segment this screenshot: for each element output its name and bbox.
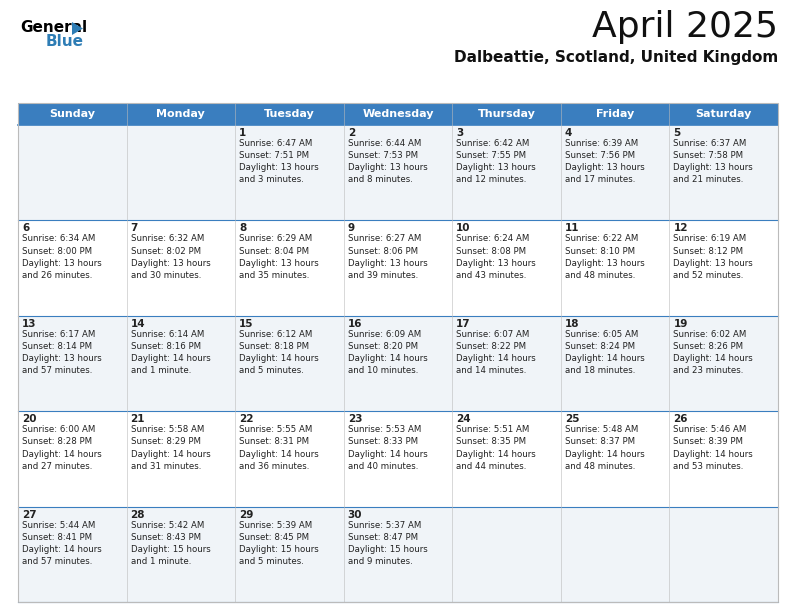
Text: 15: 15 [239, 319, 253, 329]
Text: Sunrise: 5:39 AM
Sunset: 8:45 PM
Daylight: 15 hours
and 5 minutes.: Sunrise: 5:39 AM Sunset: 8:45 PM Dayligh… [239, 521, 319, 566]
Bar [18, 220, 778, 316]
Text: 3: 3 [456, 128, 463, 138]
Text: Sunrise: 5:55 AM
Sunset: 8:31 PM
Daylight: 14 hours
and 36 minutes.: Sunrise: 5:55 AM Sunset: 8:31 PM Dayligh… [239, 425, 319, 471]
Text: Sunrise: 6:12 AM
Sunset: 8:18 PM
Daylight: 14 hours
and 5 minutes.: Sunrise: 6:12 AM Sunset: 8:18 PM Dayligh… [239, 330, 319, 375]
Text: 20: 20 [22, 414, 36, 424]
Text: Sunrise: 6:39 AM
Sunset: 7:56 PM
Daylight: 13 hours
and 17 minutes.: Sunrise: 6:39 AM Sunset: 7:56 PM Dayligh… [565, 139, 645, 184]
Bar [452, 103, 561, 125]
Text: Sunrise: 6:22 AM
Sunset: 8:10 PM
Daylight: 13 hours
and 48 minutes.: Sunrise: 6:22 AM Sunset: 8:10 PM Dayligh… [565, 234, 645, 280]
Bar [561, 103, 669, 125]
Text: 7: 7 [131, 223, 138, 233]
Text: 13: 13 [22, 319, 36, 329]
Text: 26: 26 [673, 414, 688, 424]
Bar [18, 411, 778, 507]
Text: 5: 5 [673, 128, 680, 138]
Text: Sunrise: 6:24 AM
Sunset: 8:08 PM
Daylight: 13 hours
and 43 minutes.: Sunrise: 6:24 AM Sunset: 8:08 PM Dayligh… [456, 234, 536, 280]
Bar [18, 125, 778, 220]
Text: Sunrise: 6:05 AM
Sunset: 8:24 PM
Daylight: 14 hours
and 18 minutes.: Sunrise: 6:05 AM Sunset: 8:24 PM Dayligh… [565, 330, 645, 375]
Text: Sunrise: 6:27 AM
Sunset: 8:06 PM
Daylight: 13 hours
and 39 minutes.: Sunrise: 6:27 AM Sunset: 8:06 PM Dayligh… [348, 234, 428, 280]
Text: 21: 21 [131, 414, 145, 424]
Text: Sunrise: 6:42 AM
Sunset: 7:55 PM
Daylight: 13 hours
and 12 minutes.: Sunrise: 6:42 AM Sunset: 7:55 PM Dayligh… [456, 139, 536, 184]
Text: Wednesday: Wednesday [362, 109, 434, 119]
Text: 10: 10 [456, 223, 470, 233]
Text: Sunrise: 6:09 AM
Sunset: 8:20 PM
Daylight: 14 hours
and 10 minutes.: Sunrise: 6:09 AM Sunset: 8:20 PM Dayligh… [348, 330, 428, 375]
Text: 11: 11 [565, 223, 580, 233]
Polygon shape [72, 22, 83, 35]
Text: Sunrise: 6:44 AM
Sunset: 7:53 PM
Daylight: 13 hours
and 8 minutes.: Sunrise: 6:44 AM Sunset: 7:53 PM Dayligh… [348, 139, 428, 184]
Text: Sunrise: 5:46 AM
Sunset: 8:39 PM
Daylight: 14 hours
and 53 minutes.: Sunrise: 5:46 AM Sunset: 8:39 PM Dayligh… [673, 425, 753, 471]
Text: Sunrise: 5:48 AM
Sunset: 8:37 PM
Daylight: 14 hours
and 48 minutes.: Sunrise: 5:48 AM Sunset: 8:37 PM Dayligh… [565, 425, 645, 471]
Text: 29: 29 [239, 510, 253, 520]
Text: 16: 16 [348, 319, 362, 329]
Text: Sunrise: 6:19 AM
Sunset: 8:12 PM
Daylight: 13 hours
and 52 minutes.: Sunrise: 6:19 AM Sunset: 8:12 PM Dayligh… [673, 234, 753, 280]
Text: 8: 8 [239, 223, 246, 233]
Text: 12: 12 [673, 223, 688, 233]
Text: Sunrise: 6:34 AM
Sunset: 8:00 PM
Daylight: 13 hours
and 26 minutes.: Sunrise: 6:34 AM Sunset: 8:00 PM Dayligh… [22, 234, 101, 280]
Bar [18, 316, 778, 411]
Text: April 2025: April 2025 [592, 10, 778, 44]
Text: 2: 2 [348, 128, 355, 138]
Text: Sunrise: 6:32 AM
Sunset: 8:02 PM
Daylight: 13 hours
and 30 minutes.: Sunrise: 6:32 AM Sunset: 8:02 PM Dayligh… [131, 234, 211, 280]
Text: 9: 9 [348, 223, 355, 233]
Text: Monday: Monday [157, 109, 205, 119]
Text: Sunrise: 6:37 AM
Sunset: 7:58 PM
Daylight: 13 hours
and 21 minutes.: Sunrise: 6:37 AM Sunset: 7:58 PM Dayligh… [673, 139, 753, 184]
Text: 18: 18 [565, 319, 580, 329]
Text: 6: 6 [22, 223, 29, 233]
Bar [18, 103, 127, 125]
Text: General: General [20, 20, 87, 35]
Text: Sunrise: 5:53 AM
Sunset: 8:33 PM
Daylight: 14 hours
and 40 minutes.: Sunrise: 5:53 AM Sunset: 8:33 PM Dayligh… [348, 425, 428, 471]
Text: 17: 17 [456, 319, 471, 329]
Text: Sunrise: 6:14 AM
Sunset: 8:16 PM
Daylight: 14 hours
and 1 minute.: Sunrise: 6:14 AM Sunset: 8:16 PM Dayligh… [131, 330, 211, 375]
Bar [18, 103, 778, 602]
Text: Sunrise: 6:00 AM
Sunset: 8:28 PM
Daylight: 14 hours
and 27 minutes.: Sunrise: 6:00 AM Sunset: 8:28 PM Dayligh… [22, 425, 101, 471]
Text: Sunrise: 5:44 AM
Sunset: 8:41 PM
Daylight: 14 hours
and 57 minutes.: Sunrise: 5:44 AM Sunset: 8:41 PM Dayligh… [22, 521, 101, 566]
Text: Sunrise: 6:47 AM
Sunset: 7:51 PM
Daylight: 13 hours
and 3 minutes.: Sunrise: 6:47 AM Sunset: 7:51 PM Dayligh… [239, 139, 319, 184]
Text: 14: 14 [131, 319, 145, 329]
Text: 24: 24 [456, 414, 471, 424]
Text: Sunrise: 5:42 AM
Sunset: 8:43 PM
Daylight: 15 hours
and 1 minute.: Sunrise: 5:42 AM Sunset: 8:43 PM Dayligh… [131, 521, 211, 566]
Text: 28: 28 [131, 510, 145, 520]
Text: Sunrise: 5:37 AM
Sunset: 8:47 PM
Daylight: 15 hours
and 9 minutes.: Sunrise: 5:37 AM Sunset: 8:47 PM Dayligh… [348, 521, 428, 566]
Bar [127, 103, 235, 125]
Text: Sunday: Sunday [49, 109, 95, 119]
Text: 25: 25 [565, 414, 580, 424]
Text: Sunrise: 5:58 AM
Sunset: 8:29 PM
Daylight: 14 hours
and 31 minutes.: Sunrise: 5:58 AM Sunset: 8:29 PM Dayligh… [131, 425, 211, 471]
Text: Tuesday: Tuesday [264, 109, 314, 119]
Text: 30: 30 [348, 510, 362, 520]
Text: Saturday: Saturday [695, 109, 752, 119]
Text: Sunrise: 6:07 AM
Sunset: 8:22 PM
Daylight: 14 hours
and 14 minutes.: Sunrise: 6:07 AM Sunset: 8:22 PM Dayligh… [456, 330, 536, 375]
Bar [18, 507, 778, 602]
Text: 4: 4 [565, 128, 573, 138]
Bar [235, 103, 344, 125]
Text: Sunrise: 6:17 AM
Sunset: 8:14 PM
Daylight: 13 hours
and 57 minutes.: Sunrise: 6:17 AM Sunset: 8:14 PM Dayligh… [22, 330, 101, 375]
Text: Blue: Blue [46, 34, 84, 49]
Text: 27: 27 [22, 510, 36, 520]
Text: 1: 1 [239, 128, 246, 138]
Text: Sunrise: 6:02 AM
Sunset: 8:26 PM
Daylight: 14 hours
and 23 minutes.: Sunrise: 6:02 AM Sunset: 8:26 PM Dayligh… [673, 330, 753, 375]
Text: 19: 19 [673, 319, 687, 329]
Text: Sunrise: 6:29 AM
Sunset: 8:04 PM
Daylight: 13 hours
and 35 minutes.: Sunrise: 6:29 AM Sunset: 8:04 PM Dayligh… [239, 234, 319, 280]
Text: Thursday: Thursday [478, 109, 535, 119]
Text: 22: 22 [239, 414, 253, 424]
Text: Dalbeattie, Scotland, United Kingdom: Dalbeattie, Scotland, United Kingdom [454, 50, 778, 65]
Bar [669, 103, 778, 125]
Bar [344, 103, 452, 125]
Text: Sunrise: 5:51 AM
Sunset: 8:35 PM
Daylight: 14 hours
and 44 minutes.: Sunrise: 5:51 AM Sunset: 8:35 PM Dayligh… [456, 425, 536, 471]
Text: 23: 23 [348, 414, 362, 424]
Text: Friday: Friday [596, 109, 634, 119]
